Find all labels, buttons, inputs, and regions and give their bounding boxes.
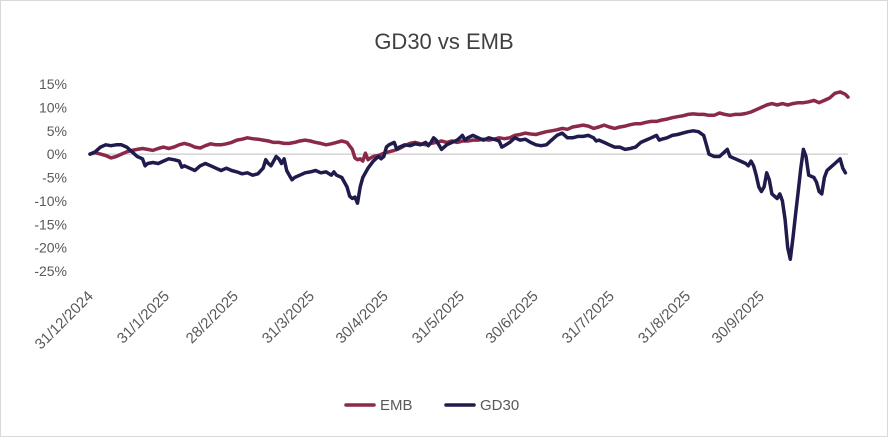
y-tick-label: -5%: [42, 170, 67, 186]
y-tick-label: 15%: [39, 76, 67, 92]
y-tick-label: 5%: [47, 123, 67, 139]
series-line-emb: [88, 90, 850, 163]
y-tick-label: 0%: [47, 146, 67, 162]
x-tick-label: 31/1/2025: [114, 288, 173, 347]
y-axis: 15% 10% 5% 0% -5% -10% -15% -20% -25%: [34, 76, 67, 279]
x-tick-label: 30/6/2025: [482, 288, 541, 347]
x-tick-label: 31/7/2025: [559, 288, 618, 347]
x-tick-label: 28/2/2025: [183, 288, 242, 347]
y-tick-label: -15%: [34, 216, 67, 232]
chart-title: GD30 vs EMB: [374, 29, 513, 54]
x-tick-label: 30/9/2025: [709, 288, 768, 347]
x-tick-label: 31/8/2025: [635, 288, 694, 347]
x-tick-label: 30/4/2025: [333, 288, 392, 347]
x-tick-label: 31/5/2025: [409, 288, 468, 347]
y-tick-label: -25%: [34, 263, 67, 279]
series-line-gd30: [88, 129, 848, 262]
series-group: [88, 90, 850, 262]
y-tick-label: 10%: [39, 99, 67, 115]
legend-label-gd30: GD30: [480, 397, 519, 414]
x-tick-label: 31/12/2024: [32, 288, 97, 353]
legend: EMB GD30: [344, 397, 519, 414]
y-tick-label: -20%: [34, 240, 67, 256]
x-axis: 31/12/2024 31/1/2025 28/2/2025 31/3/2025 30/…: [32, 288, 768, 353]
legend-label-emb: EMB: [380, 397, 413, 414]
x-tick-label: 31/3/2025: [259, 288, 318, 347]
y-tick-label: -10%: [34, 193, 67, 209]
